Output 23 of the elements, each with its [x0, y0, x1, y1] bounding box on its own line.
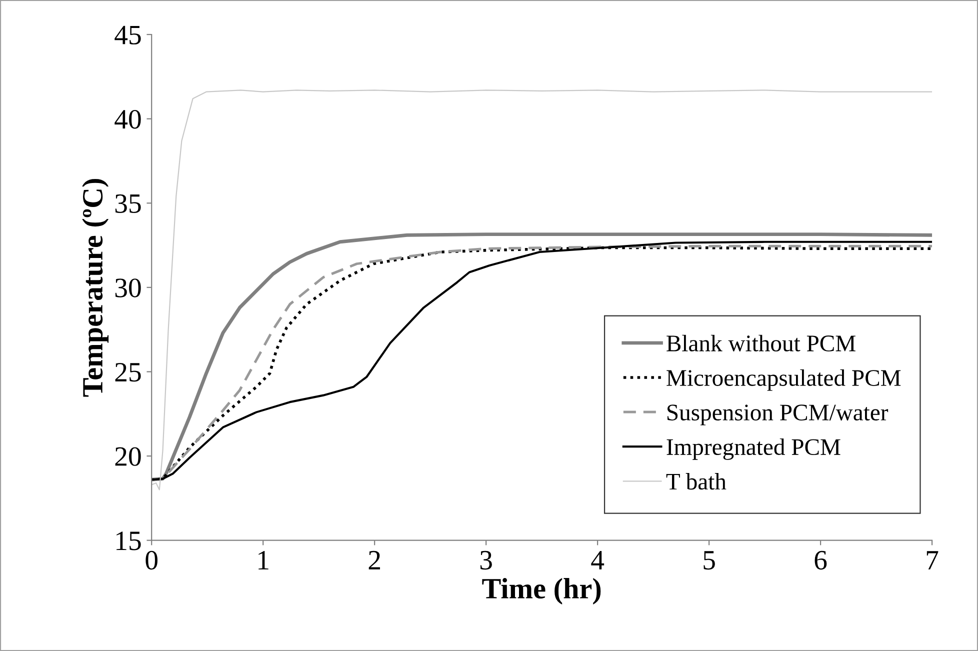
- x-tick-label: 4: [591, 551, 604, 570]
- y-axis-title: Temperature (ºC): [82, 178, 109, 397]
- y-tick-label: 40: [114, 110, 141, 129]
- x-tick-label: 0: [146, 550, 158, 570]
- legend-label: Microencapsulated PCM: [666, 369, 901, 391]
- legend-label: T bath: [666, 473, 726, 490]
- y-tick-label: 35: [115, 194, 141, 214]
- y-tick-label: 25: [115, 362, 141, 382]
- x-tick-label: 2: [368, 550, 380, 570]
- x-axis-title: Time (hr): [482, 578, 601, 604]
- legend-label: Blank without PCM: [666, 334, 856, 352]
- y-tick-label: 20: [115, 447, 141, 466]
- line-series: [152, 90, 932, 490]
- y-tick-label: 15: [116, 532, 141, 550]
- x-tick-label: 1: [258, 550, 268, 570]
- x-tick-label: 5: [704, 551, 715, 570]
- x-tick-label: 3: [480, 550, 492, 570]
- y-tick-label: 30: [115, 278, 141, 298]
- y-tick-label: 45: [114, 26, 141, 44]
- legend-label: Suspension PCM/water: [668, 404, 888, 426]
- x-tick-label: 6: [814, 550, 827, 570]
- legend-label: Impregnated PCM: [666, 438, 840, 460]
- x-tick-label: 7: [926, 551, 938, 570]
